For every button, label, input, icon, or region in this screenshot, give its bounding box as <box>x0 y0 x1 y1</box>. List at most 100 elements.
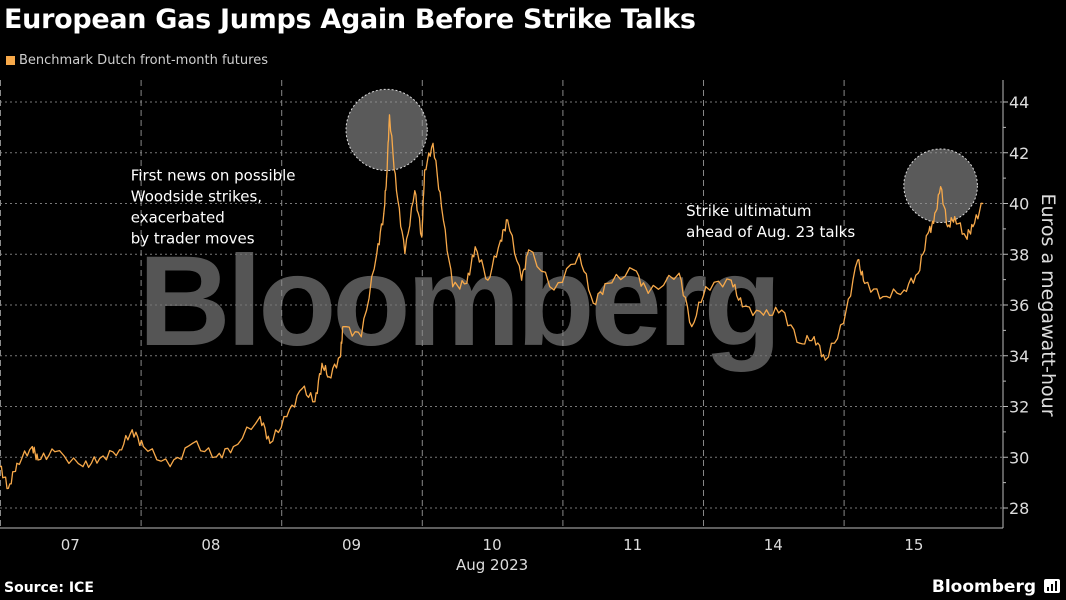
data-point <box>917 272 919 274</box>
data-point <box>388 114 391 116</box>
data-point <box>440 206 443 208</box>
data-point <box>553 289 555 291</box>
y-tick-label: 28 <box>1009 499 1029 518</box>
data-point <box>404 252 406 255</box>
data-point <box>730 279 732 281</box>
data-point <box>882 296 884 298</box>
data-point <box>383 213 385 215</box>
data-point <box>592 302 594 304</box>
annotation-text: Woodside strikes, <box>131 188 262 206</box>
data-point <box>118 449 121 451</box>
data-point <box>633 269 635 271</box>
annotation-text: exacerbated <box>131 209 225 227</box>
data-point <box>474 246 476 248</box>
x-tick-label: 08 <box>201 536 220 554</box>
data-point <box>342 325 344 328</box>
data-point <box>386 176 388 178</box>
watermark: Bloomberg <box>138 230 778 373</box>
data-point <box>7 487 10 489</box>
legend-label: Benchmark Dutch front-month futures <box>19 53 268 68</box>
data-point <box>578 252 580 255</box>
data-point <box>647 292 649 294</box>
data-point <box>395 190 398 192</box>
data-point <box>932 222 935 224</box>
y-axis-label: Euros a megawatt-hour <box>1037 193 1059 416</box>
data-point <box>965 236 967 238</box>
data-point <box>857 259 859 261</box>
data-point <box>940 186 942 188</box>
annotation-text: Strike ultimatum <box>686 202 811 220</box>
source-note: Source: ICE <box>4 580 94 596</box>
data-point <box>269 442 271 444</box>
data-point <box>232 445 234 448</box>
legend: Benchmark Dutch front-month futures <box>6 53 268 68</box>
y-tick-label: 38 <box>1009 245 1029 264</box>
data-point <box>99 457 101 459</box>
data-point <box>192 442 194 444</box>
annotation-text: First news on possible <box>131 167 296 185</box>
data-point <box>691 325 693 328</box>
data-point <box>762 314 765 316</box>
x-tick-label: 10 <box>483 536 502 554</box>
data-point <box>927 232 929 235</box>
data-point <box>705 286 707 288</box>
y-tick-label: 40 <box>1009 195 1029 214</box>
data-point <box>606 282 608 285</box>
data-point <box>521 279 523 281</box>
data-point <box>131 429 133 431</box>
data-point <box>286 416 288 418</box>
y-tick-label: 44 <box>1009 93 1029 112</box>
data-point <box>506 219 509 221</box>
data-point <box>954 216 956 218</box>
data-point <box>16 462 18 464</box>
highlight-circle <box>903 148 978 224</box>
data-point <box>781 309 783 311</box>
data-point <box>339 356 341 358</box>
bloomberg-chart-icon <box>1044 579 1060 593</box>
data-point <box>499 239 502 241</box>
data-point <box>947 225 949 228</box>
x-tick-label: 07 <box>61 536 80 554</box>
data-point <box>360 336 362 338</box>
data-point <box>487 279 489 281</box>
data-point <box>824 359 826 361</box>
data-point <box>864 282 866 285</box>
data-point <box>799 342 801 344</box>
x-tick-label: 14 <box>764 536 783 554</box>
series-line-dutch-futures <box>0 114 983 490</box>
data-point <box>414 190 416 192</box>
data-point <box>528 249 530 251</box>
data-point <box>169 466 171 468</box>
legend-swatch <box>6 56 15 65</box>
data-point <box>376 252 378 255</box>
data-point <box>82 466 84 468</box>
data-point <box>328 376 330 378</box>
data-point <box>741 306 743 308</box>
data-point <box>314 401 316 403</box>
y-tick-label: 32 <box>1009 398 1029 417</box>
data-point <box>421 236 423 238</box>
annotation-text: ahead of Aug. 23 talks <box>686 223 855 241</box>
data-point <box>31 445 33 448</box>
y-tick-label: 36 <box>1009 296 1029 315</box>
x-tick-label: 09 <box>342 536 361 554</box>
annotation-text: by trader moves <box>131 230 255 248</box>
highlight-circle <box>345 88 428 172</box>
data-point <box>813 336 815 338</box>
data-point <box>54 451 56 453</box>
x-axis-label: Aug 2023 <box>456 556 528 574</box>
data-point <box>142 445 145 448</box>
data-point <box>259 416 261 418</box>
y-tick-label: 42 <box>1009 144 1029 163</box>
chart-title: European Gas Jumps Again Before Strike T… <box>4 4 696 35</box>
data-point <box>301 387 303 390</box>
data-point <box>903 289 905 291</box>
data-point <box>0 466 1 468</box>
data-point <box>37 459 39 461</box>
y-tick-label: 34 <box>1009 347 1029 366</box>
data-point <box>678 272 680 274</box>
data-point <box>972 225 974 228</box>
y-tick-label: 30 <box>1009 448 1029 467</box>
data-point <box>452 286 454 288</box>
